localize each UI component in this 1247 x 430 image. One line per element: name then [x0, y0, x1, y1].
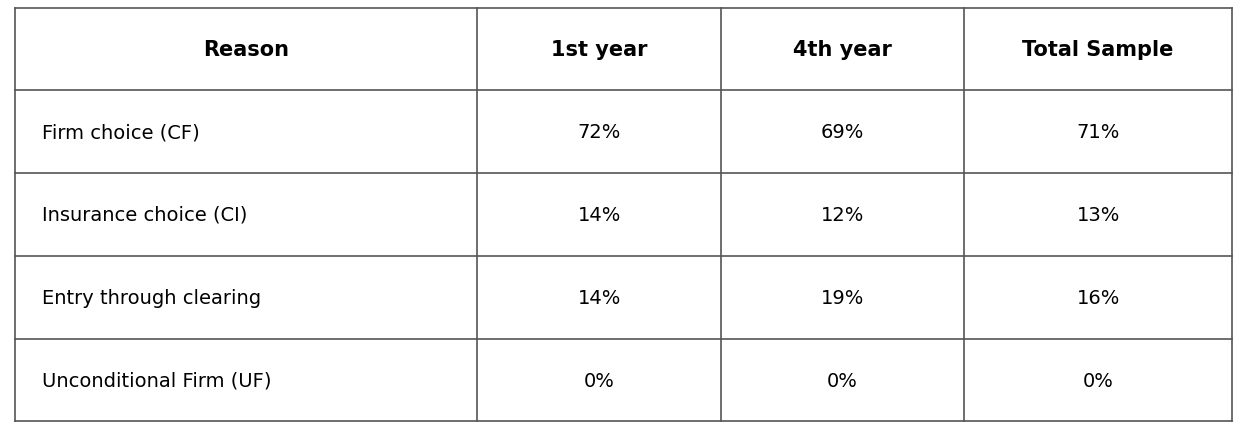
Text: 69%: 69%: [821, 123, 864, 142]
Text: Unconditional Firm (UF): Unconditional Firm (UF): [42, 371, 272, 390]
Text: 4th year: 4th year: [793, 40, 892, 60]
Text: Total Sample: Total Sample: [1023, 40, 1173, 60]
Text: 13%: 13%: [1076, 206, 1120, 224]
Text: 1st year: 1st year: [551, 40, 647, 60]
Text: 0%: 0%: [827, 371, 858, 390]
Text: 72%: 72%: [577, 123, 621, 142]
Text: 12%: 12%: [821, 206, 864, 224]
Text: 14%: 14%: [577, 206, 621, 224]
Text: 0%: 0%: [1082, 371, 1114, 390]
Text: Insurance choice (CI): Insurance choice (CI): [42, 206, 248, 224]
Text: 19%: 19%: [821, 288, 864, 307]
Text: Reason: Reason: [203, 40, 289, 60]
Text: Firm choice (CF): Firm choice (CF): [42, 123, 201, 142]
Text: 16%: 16%: [1076, 288, 1120, 307]
Text: 14%: 14%: [577, 288, 621, 307]
Text: 0%: 0%: [584, 371, 615, 390]
Text: Entry through clearing: Entry through clearing: [42, 288, 262, 307]
Text: 71%: 71%: [1076, 123, 1120, 142]
